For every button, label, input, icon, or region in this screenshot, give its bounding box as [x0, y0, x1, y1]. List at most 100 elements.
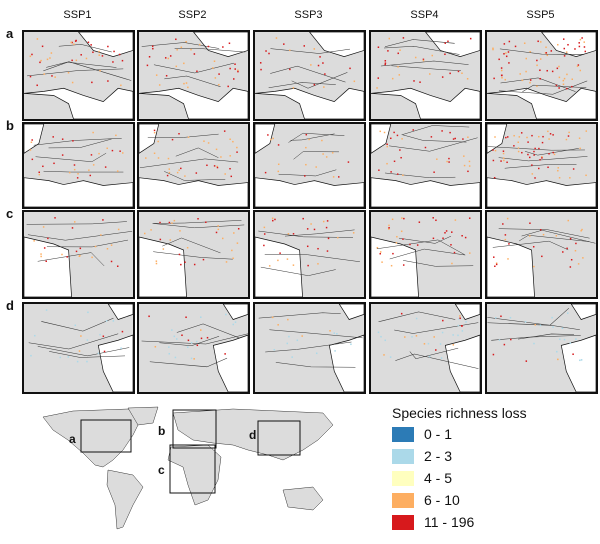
border-line [487, 146, 585, 151]
richness-loss-cell [502, 150, 505, 152]
border-line [258, 230, 354, 238]
richness-loss-cell [305, 163, 307, 166]
richness-loss-cell [566, 312, 569, 314]
richness-loss-cell [583, 41, 585, 43]
richness-loss-cell [577, 263, 580, 265]
water-area [139, 32, 248, 119]
richness-loss-cell [352, 232, 355, 234]
richness-loss-cell [518, 136, 521, 138]
water-area [24, 124, 133, 207]
richness-loss-cell [229, 138, 231, 140]
richness-loss-cell [92, 51, 94, 54]
border-line [394, 322, 479, 334]
water-area [255, 236, 303, 297]
richness-loss-cell [273, 348, 276, 351]
richness-loss-cell [289, 68, 291, 71]
richness-loss-cell [391, 218, 394, 221]
richness-loss-cell [292, 264, 295, 266]
richness-loss-cell [536, 85, 538, 87]
water-area [212, 304, 248, 392]
richness-loss-cell [384, 60, 387, 62]
richness-loss-cell [442, 237, 444, 240]
richness-loss-cell [398, 74, 401, 76]
richness-loss-cell [566, 73, 568, 76]
richness-loss-cell [452, 334, 454, 336]
richness-loss-cell [538, 147, 540, 150]
richness-loss-cell [187, 339, 190, 342]
richness-loss-cell [225, 313, 227, 316]
richness-loss-cell [117, 228, 120, 231]
richness-loss-cell [559, 338, 561, 341]
richness-loss-cell [337, 236, 339, 239]
richness-loss-cell [546, 54, 549, 57]
richness-loss-cell [584, 50, 587, 53]
richness-loss-cell [272, 219, 274, 222]
richness-loss-cell [87, 41, 90, 44]
border-line [41, 317, 114, 332]
border-line [164, 75, 221, 87]
richness-loss-cell [171, 222, 173, 224]
richness-loss-cell [539, 324, 542, 327]
richness-loss-cell [529, 222, 531, 224]
richness-loss-cell [423, 343, 426, 345]
richness-loss-cell [397, 52, 399, 55]
legend-item: 11 - 196 [392, 513, 474, 531]
border-line [159, 335, 220, 347]
richness-loss-cell [313, 48, 316, 50]
richness-loss-cell [562, 251, 564, 253]
richness-loss-cell [190, 357, 193, 360]
richness-loss-cell [214, 77, 217, 79]
richness-loss-cell [116, 170, 119, 172]
richness-loss-cell [567, 219, 569, 222]
richness-loss-cell [388, 37, 391, 40]
richness-loss-cell [353, 80, 356, 83]
border-line [58, 44, 112, 53]
richness-loss-cell [34, 334, 36, 337]
richness-loss-cell [86, 360, 88, 363]
richness-loss-cell [75, 59, 78, 62]
richness-loss-cell [263, 244, 265, 247]
richness-loss-cell [542, 233, 545, 236]
richness-loss-cell [31, 158, 34, 161]
border-line [43, 170, 124, 173]
border-line [164, 171, 226, 181]
richness-loss-cell [514, 45, 517, 48]
richness-loss-cell [321, 139, 323, 142]
richness-loss-cell [89, 174, 92, 177]
richness-loss-cell [441, 130, 443, 132]
legend-label: 11 - 196 [424, 514, 475, 530]
border-line [46, 239, 129, 248]
richness-loss-cell [570, 258, 573, 261]
richness-loss-cell [106, 147, 108, 150]
richness-loss-cell [224, 353, 226, 355]
richness-loss-cell [523, 42, 526, 45]
richness-loss-cell [533, 154, 535, 156]
richness-loss-cell [106, 248, 109, 250]
richness-loss-cell [498, 58, 500, 61]
richness-loss-cell [529, 235, 531, 237]
border-line [270, 65, 346, 83]
richness-loss-cell [145, 157, 147, 159]
richness-loss-cell [332, 176, 335, 178]
border-line [149, 357, 228, 368]
richness-loss-cell [178, 133, 180, 135]
richness-loss-cell [232, 140, 234, 143]
richness-loss-cell [563, 77, 566, 80]
richness-loss-cell [73, 43, 75, 46]
legend-item: 4 - 5 [392, 469, 452, 487]
richness-loss-cell [110, 244, 113, 246]
richness-loss-cell [202, 258, 205, 261]
richness-loss-cell [155, 262, 158, 265]
richness-loss-cell [556, 67, 559, 70]
richness-loss-cell [159, 221, 161, 224]
richness-loss-cell [153, 152, 156, 155]
richness-loss-cell [569, 177, 571, 179]
richness-loss-cell [524, 320, 527, 323]
richness-loss-cell [500, 160, 502, 162]
richness-loss-cell [169, 239, 172, 241]
richness-loss-cell [461, 330, 464, 332]
richness-loss-cell [183, 62, 185, 65]
richness-loss-cell [387, 50, 389, 52]
richness-loss-cell [274, 218, 276, 221]
richness-loss-cell [50, 52, 53, 54]
